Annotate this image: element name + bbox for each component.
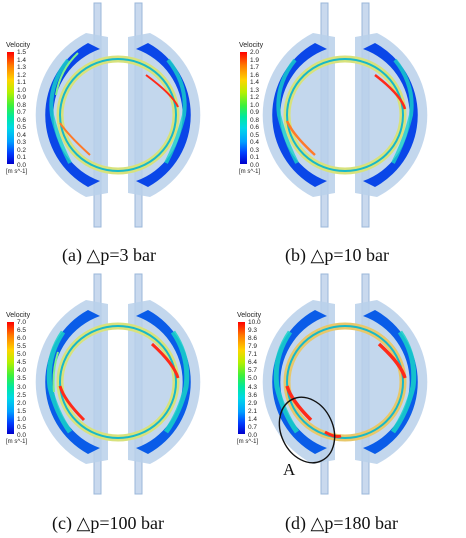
panel-caption: (b) △p=10 bar [285, 245, 389, 265]
legend-tick: 0.7 [248, 423, 258, 431]
legend-title: Velocity [237, 312, 262, 319]
velocity-legend-c: Velocity 7.0 6.5 6.0 5.5 5.0 4.5 4.0 3.5… [6, 312, 46, 452]
legend-unit: [m s^-1] [6, 169, 28, 175]
legend-colorbar [240, 52, 247, 164]
velocity-legend-d: Velocity 10.0 9.3 8.6 7.9 7.1 6.4 5.7 5.… [237, 312, 277, 452]
panel-caption: (d) △p=180 bar [285, 513, 398, 533]
legend-tick: 7.1 [248, 351, 258, 359]
velocity-contour-plot-c [35, 273, 201, 495]
legend-tick: 8.6 [248, 335, 258, 343]
legend-ticks: 2.0 1.9 1.7 1.6 1.4 1.3 1.2 1.0 0.9 0.8 … [250, 49, 276, 169]
legend-tick: 0.7 [17, 109, 27, 117]
legend-tick: 0.3 [17, 139, 27, 147]
legend-title: Velocity [239, 42, 264, 49]
legend-tick: 0.5 [17, 423, 27, 431]
legend-unit: [m s^-1] [6, 439, 28, 445]
velocity-contour-plot-b [262, 2, 428, 228]
legend-tick: 3.5 [17, 375, 27, 383]
panel-caption: (c) △p=100 bar [52, 513, 164, 533]
legend-tick: 0.9 [250, 109, 260, 117]
legend-tick: 2.1 [248, 407, 258, 415]
legend-tick: 0.5 [250, 131, 260, 139]
legend-tick: 0.8 [250, 116, 260, 124]
legend-tick: 4.5 [17, 359, 27, 367]
panel-caption: (a) △p=3 bar [62, 245, 156, 265]
legend-ticks: 7.0 6.5 6.0 5.5 5.0 4.5 4.0 3.5 3.0 2.5 … [17, 319, 43, 439]
legend-tick: 3.6 [248, 391, 258, 399]
legend-tick: 0.6 [250, 124, 260, 132]
legend-tick: 0.3 [250, 146, 260, 154]
legend-tick: 1.0 [250, 101, 260, 109]
legend-tick: 2.9 [248, 399, 258, 407]
legend-tick: 0.1 [250, 154, 260, 162]
legend-tick: 7.0 [17, 319, 27, 326]
legend-unit: [m s^-1] [237, 439, 259, 445]
legend-tick: 0.0 [250, 161, 260, 169]
velocity-contour-plot-d [262, 273, 428, 495]
panel-d: Velocity 10.0 9.3 8.6 7.9 7.1 6.4 5.7 5.… [233, 272, 466, 533]
legend-tick: 0.2 [17, 146, 27, 154]
legend-tick: 1.7 [250, 64, 260, 72]
panel-c: Velocity 7.0 6.5 6.0 5.5 5.0 4.5 4.0 3.5… [0, 272, 233, 533]
legend-tick: 1.0 [17, 415, 27, 423]
legend-tick: 1.4 [248, 415, 258, 423]
velocity-legend-b: Velocity 2.0 1.9 1.7 1.6 1.4 1.3 1.2 1.0… [239, 42, 279, 182]
legend-tick: 6.5 [17, 327, 27, 335]
velocity-contour-plot-a [35, 2, 201, 228]
legend-tick: 1.9 [250, 56, 260, 64]
legend-colorbar [7, 322, 14, 434]
legend-tick: 0.4 [250, 139, 260, 147]
legend-tick: 9.3 [248, 327, 258, 335]
legend-tick: 1.3 [250, 86, 260, 94]
legend-tick: 7.9 [248, 343, 258, 351]
legend-tick: 6.0 [17, 335, 27, 343]
legend-title: Velocity [6, 42, 31, 49]
legend-colorbar [7, 52, 14, 164]
legend-tick: 0.0 [248, 431, 258, 439]
legend-tick: 1.4 [250, 79, 260, 87]
legend-tick: 1.2 [250, 94, 260, 102]
legend-tick: 4.3 [248, 383, 258, 391]
legend-tick: 2.0 [250, 49, 260, 56]
legend-tick: 5.0 [17, 351, 27, 359]
legend-tick: 1.6 [250, 71, 260, 79]
legend-tick: 1.0 [17, 86, 27, 94]
legend-tick: 2.5 [17, 391, 27, 399]
legend-ticks: 1.5 1.4 1.3 1.2 1.1 1.0 0.9 0.8 0.7 0.6 … [17, 49, 43, 169]
legend-tick: 1.5 [17, 49, 27, 56]
legend-tick: 0.4 [17, 131, 27, 139]
legend-tick: 1.3 [17, 64, 27, 72]
legend-tick: 1.5 [17, 407, 27, 415]
legend-tick: 0.8 [17, 101, 27, 109]
panel-a: Velocity 1.5 1.4 1.3 1.2 1.1 1.0 0.9 0.8… [0, 0, 233, 265]
legend-tick: 10.0 [248, 319, 261, 326]
panel-b: Velocity 2.0 1.9 1.7 1.6 1.4 1.3 1.2 1.0… [233, 0, 466, 265]
region-a-outline [278, 396, 336, 464]
legend-title: Velocity [6, 312, 31, 319]
legend-tick: 5.5 [17, 343, 27, 351]
velocity-legend-a: Velocity 1.5 1.4 1.3 1.2 1.1 1.0 0.9 0.8… [6, 42, 46, 182]
legend-colorbar [238, 322, 245, 434]
legend-tick: 0.0 [17, 161, 27, 169]
legend-tick: 5.0 [248, 375, 258, 383]
legend-tick: 4.0 [17, 367, 27, 375]
legend-tick: 0.1 [17, 154, 27, 162]
legend-tick: 0.5 [17, 124, 27, 132]
legend-tick: 0.0 [17, 431, 27, 439]
legend-tick: 2.0 [17, 399, 27, 407]
legend-tick: 6.4 [248, 359, 258, 367]
legend-ticks: 10.0 9.3 8.6 7.9 7.1 6.4 5.7 5.0 4.3 3.6… [248, 319, 274, 439]
legend-tick: 1.4 [17, 56, 27, 64]
region-a-label: A [283, 460, 296, 479]
legend-tick: 1.2 [17, 71, 27, 79]
legend-tick: 0.9 [17, 94, 27, 102]
legend-tick: 3.0 [17, 383, 27, 391]
legend-tick: 1.1 [17, 79, 27, 87]
legend-tick: 5.7 [248, 367, 258, 375]
legend-tick: 0.6 [17, 116, 27, 124]
legend-unit: [m s^-1] [239, 169, 261, 175]
